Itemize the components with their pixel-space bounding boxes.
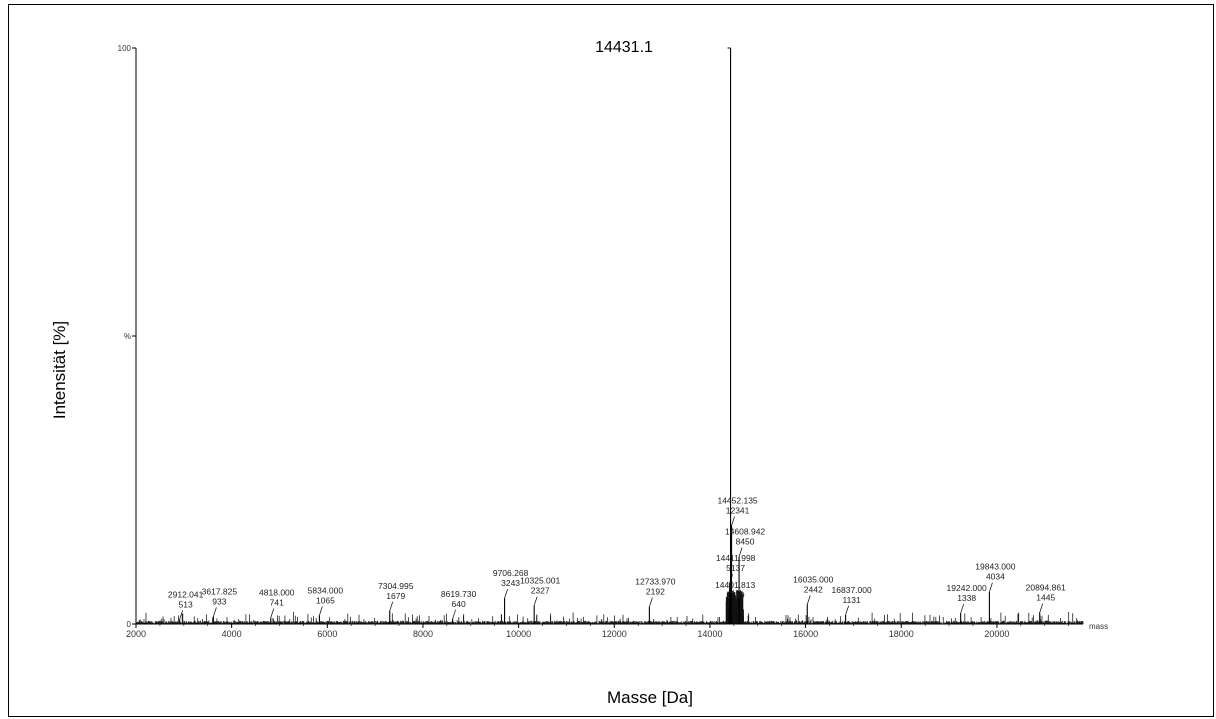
x-tick-label: 20000 (984, 629, 1009, 639)
peak-mass-label: 19843.000 (975, 562, 1015, 572)
x-tick-label: 2000 (126, 629, 146, 639)
peak-mass-label: 9706.268 (493, 568, 529, 578)
x-tick-label: 6000 (317, 629, 337, 639)
peak-leader-line (504, 588, 508, 599)
peak-mass-label: 14411.998 (716, 553, 756, 563)
peak-leader-line (845, 605, 849, 615)
y-tick-label: 0 (127, 620, 132, 629)
x-unit-label: mass (1089, 622, 1108, 631)
x-axis-title: Masse [Da] (607, 688, 693, 707)
axes: 2000 4000 6000 8000 10000 12000 14000 16000 1800… (118, 44, 1108, 639)
peak-leader-line (738, 547, 743, 557)
peak-mass-label: 14452.135 (717, 496, 757, 506)
y-tick-label: % (124, 332, 131, 341)
peak-intensity-label: 1445 (1036, 592, 1055, 602)
peak-intensity-label: 1679 (386, 591, 405, 601)
peak-mass-label: 7304.995 (378, 581, 414, 591)
x-tick-label: 16000 (793, 629, 818, 639)
peak-leader-line (270, 608, 275, 618)
peak-mass-label: 5834.000 (308, 585, 344, 595)
chart-frame (8, 4, 1214, 717)
peak-intensity-label: 741 (270, 598, 284, 608)
peak-mass-label: 20894.861 (1026, 582, 1066, 592)
peaks (179, 47, 1041, 624)
x-tick-label: 4000 (222, 629, 242, 639)
peak-leader-line (319, 606, 323, 616)
peak-intensity-label: 640 (452, 599, 466, 609)
peak-leader-line (533, 596, 538, 606)
peak-intensity-label: 8450 (736, 537, 755, 547)
peak-leader-line (989, 582, 993, 592)
peak-leader-line (213, 607, 217, 617)
peak-leader-line (729, 573, 733, 584)
y-tick-label: 100 (118, 44, 132, 53)
x-tick-label: 8000 (413, 629, 433, 639)
peak-mass-label: 2912.041 (168, 589, 204, 599)
y-axis-title: Intensität [%] (50, 320, 69, 420)
peak-leader-line (806, 595, 811, 605)
x-tick-label: 14000 (697, 629, 722, 639)
peak-mass-label: 16837.000 (832, 585, 872, 595)
peak-intensity-label: 12341 (726, 506, 750, 516)
peak-intensity-label: 2192 (646, 587, 665, 597)
peak-mass-label: 8619.730 (441, 589, 477, 599)
peak-mass-label: 14401.813 (715, 580, 755, 590)
x-tick-label: 12000 (602, 629, 627, 639)
peak-intensity-label: 3243 (501, 578, 520, 588)
peak-intensity-label: 2327 (531, 586, 550, 596)
base-peak-label: 14431.1 (595, 39, 653, 56)
peak-leader-line (1039, 603, 1044, 613)
baseline-noise (135, 611, 1084, 624)
x-tick-label: 10000 (506, 629, 531, 639)
peak-mass-label: 19242.000 (947, 583, 987, 593)
x-tick-label: 18000 (889, 629, 914, 639)
peak-mass-label: 14608.942 (725, 527, 765, 537)
peak-leader-line (389, 601, 394, 611)
peak-mass-label: 10325.001 (520, 576, 560, 586)
peak-intensity-label: 1338 (957, 593, 976, 603)
peak-intensity-label: 2442 (804, 584, 823, 594)
peak-intensity-label: 1739 (726, 590, 745, 600)
peak-leader-line (179, 610, 183, 620)
peak-leader-line (960, 603, 964, 614)
peak-leader-line (731, 516, 735, 526)
peak-leader-line (649, 597, 653, 607)
peak-leader-line (452, 609, 456, 619)
peak-intensity-label: 513 (179, 599, 193, 609)
peak-intensity-label: 933 (212, 597, 226, 607)
peak-intensity-label: 1131 (842, 595, 861, 605)
peak-leader-line (728, 601, 733, 611)
peak-mass-label: 16035.000 (793, 574, 833, 584)
peak-mass-label: 12733.970 (635, 577, 675, 587)
peak-mass-label: 3617.825 (202, 587, 238, 597)
peak-mass-label: 4818.000 (259, 588, 295, 598)
peak-intensity-label: 4034 (986, 572, 1005, 582)
peak-intensity-label: 5137 (726, 563, 745, 573)
peak-intensity-label: 1065 (316, 595, 335, 605)
